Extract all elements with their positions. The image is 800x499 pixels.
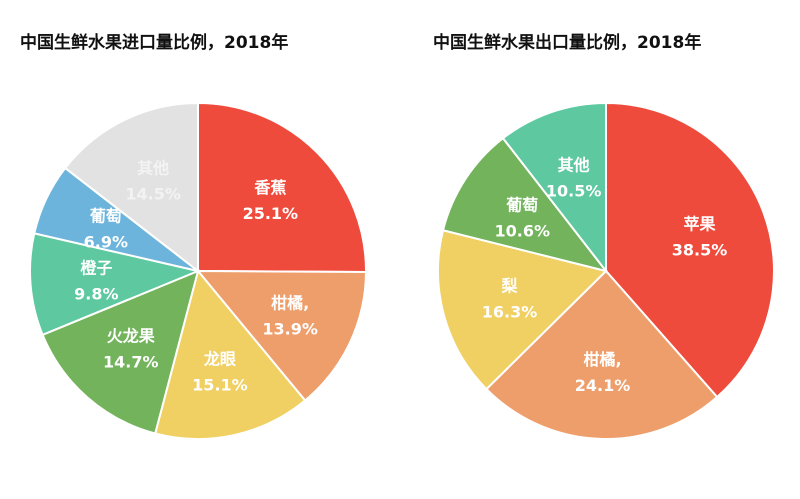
export-slice-name-4: 其他	[558, 155, 590, 174]
export-slice-name-2: 梨	[501, 276, 519, 295]
export-slice-name-0: 苹果	[684, 215, 716, 234]
import-slice-value-4: 9.8%	[74, 284, 118, 303]
export-slice-2	[437, 229, 608, 391]
import-slice-value-0: 25.1%	[243, 204, 299, 223]
export-slice-name-1: 柑橘,	[583, 350, 621, 369]
import-slice-4	[29, 232, 202, 337]
import-slice-3	[41, 269, 200, 435]
import-slice-name-1: 柑橘,	[271, 294, 309, 313]
import-slice-value-2: 15.1%	[192, 376, 248, 395]
export-slice-value-1: 24.1%	[575, 376, 631, 395]
import-slice-name-5: 葡萄	[89, 206, 122, 225]
import-slice-0	[197, 101, 367, 274]
import-slice-value-6: 14.5%	[125, 184, 181, 203]
import-slice-6	[63, 101, 199, 274]
export-slice-name-3: 葡萄	[505, 195, 538, 214]
export-slice-value-0: 38.5%	[672, 241, 728, 260]
import-slice-value-5: 6.9%	[84, 232, 128, 251]
import-slice-name-0: 香蕉	[253, 178, 286, 197]
export-slice-4	[501, 101, 607, 274]
export-slice-value-4: 10.5%	[546, 181, 602, 200]
export-slice-3	[441, 136, 609, 273]
import-slice-1	[195, 269, 368, 402]
import-slice-value-3: 14.7%	[103, 353, 159, 372]
import-pie-chart: 香蕉 25.1% 柑橘, 13.9% 龙眼 15.1% 火龙果 14.7% 橙子 9.8% 葡萄 6.…	[29, 101, 368, 440]
import-slice-name-2: 龙眼	[203, 350, 236, 369]
export-slice-0	[605, 101, 775, 399]
import-slice-name-6: 其他	[137, 158, 169, 177]
export-slice-value-3: 10.6%	[494, 221, 550, 240]
export-slice-value-2: 16.3%	[482, 302, 538, 321]
import-chart-title: 中国生鲜水果进口量比例，2018年	[20, 33, 289, 53]
import-slice-name-4: 橙子	[80, 258, 112, 277]
import-slice-value-1: 13.9%	[262, 320, 318, 339]
import-slice-2	[153, 268, 307, 440]
export-slice-1	[485, 269, 719, 440]
import-slice-name-3: 火龙果	[107, 327, 155, 346]
export-chart-title: 中国生鲜水果出口量比例，2018年	[433, 33, 702, 53]
